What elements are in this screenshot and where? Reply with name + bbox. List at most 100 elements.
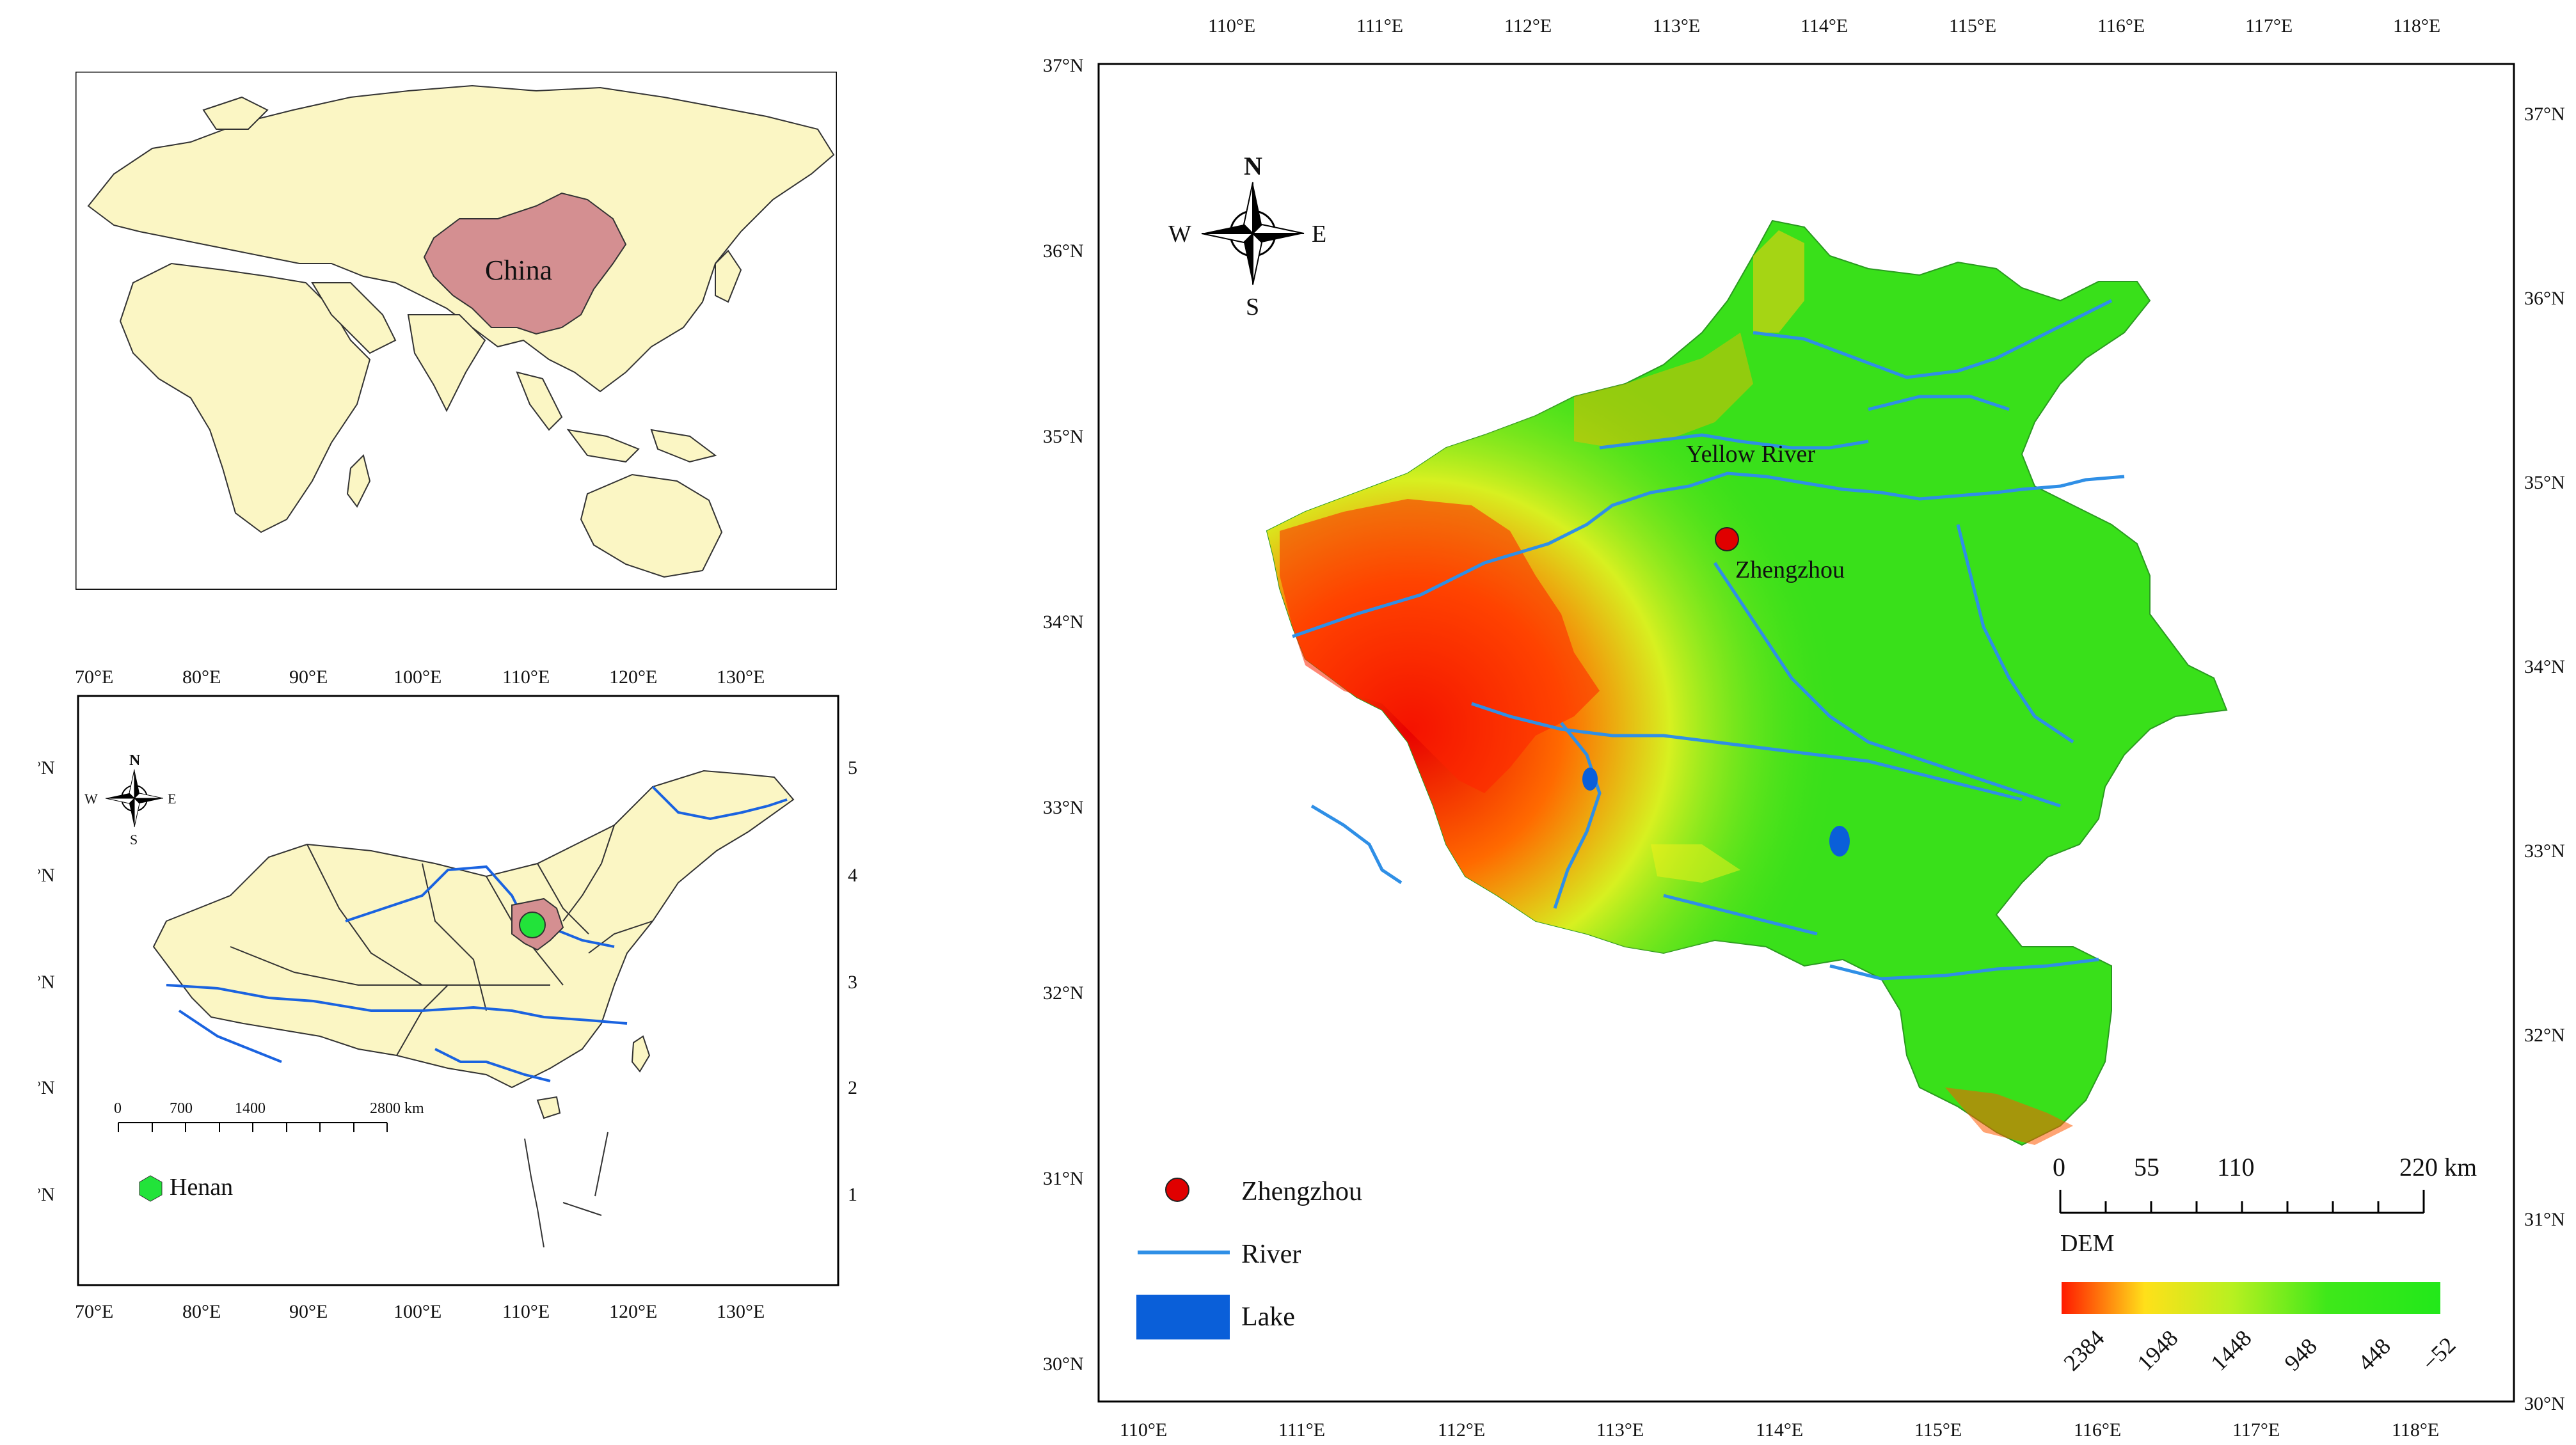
compass-s: S xyxy=(1246,294,1259,320)
lon-label: 110°E xyxy=(1208,15,1255,36)
lon-label: 110°E xyxy=(502,667,550,688)
lat-label: 10°N xyxy=(38,1184,55,1205)
compass-w: W xyxy=(1168,221,1191,248)
lat-label: 35°N xyxy=(1043,426,1084,447)
henan-marker xyxy=(519,912,546,938)
lat-label: 36°N xyxy=(1043,241,1084,262)
legend-zhengzhou: Zhengzhou xyxy=(1241,1177,1362,1206)
lon-label: 110°E xyxy=(1120,1419,1167,1441)
lat-label: 30°N xyxy=(848,972,857,993)
lat-label: 32°N xyxy=(1043,983,1084,1004)
lon-label: 112°E xyxy=(1438,1419,1485,1441)
lon-label: 130°E xyxy=(717,1301,765,1322)
lon-label: 70°E xyxy=(75,1301,113,1322)
lon-label: 116°E xyxy=(2097,15,2145,36)
zhengzhou-label: Zhengzhou xyxy=(1735,557,1845,583)
china-right-lat-labels: 50°N xyxy=(848,757,857,778)
lat-label: 37°N xyxy=(2524,104,2565,125)
lat-label: 40°N xyxy=(38,865,55,886)
lat-label: 30°N xyxy=(38,972,55,993)
henan-right-lat-labels: 37°N 36°N 35°N 34°N 33°N 32°N 31°N 30°N xyxy=(2524,104,2565,1414)
lon-label: 112°E xyxy=(1504,15,1552,36)
lake-shape xyxy=(1582,768,1598,791)
scale-label: 0 xyxy=(2053,1153,2065,1181)
scale-label: 1400 xyxy=(235,1100,266,1117)
lat-label: 20°N xyxy=(38,1077,55,1098)
lon-label: 114°E xyxy=(1756,1419,1803,1441)
dem-colorbar xyxy=(2062,1282,2440,1314)
hainan-island xyxy=(536,1096,561,1119)
lat-label: 30°N xyxy=(1043,1354,1084,1375)
compass-e: E xyxy=(1312,221,1326,248)
lon-label: 117°E xyxy=(2245,15,2293,36)
china-compass: N S E W xyxy=(84,752,176,848)
compass-w: W xyxy=(84,791,98,807)
lat-label: 50°N xyxy=(848,757,857,778)
china-label: China xyxy=(485,255,552,286)
lon-label: 114°E xyxy=(1801,15,1848,36)
legend-river: River xyxy=(1241,1240,1301,1269)
lon-label: 113°E xyxy=(1596,1419,1644,1441)
henan-top-lon-labels: 110°E 111°E 112°E 113°E 114°E 115°E 116°… xyxy=(1208,15,2440,36)
legend-lake-swatch xyxy=(1136,1295,1230,1339)
scale-label: 2800 km xyxy=(370,1100,424,1117)
henan-bottom-lon-labels: 110°E 111°E 112°E 113°E 114°E 115°E 116°… xyxy=(1120,1419,2439,1441)
scale-label: 700 xyxy=(170,1100,193,1117)
lon-label: 130°E xyxy=(717,667,765,688)
south-sea-islands xyxy=(524,1132,608,1248)
lat-label: 35°N xyxy=(2524,472,2565,493)
lon-label: 120°E xyxy=(609,1301,657,1322)
lon-label: 111°E xyxy=(1278,1419,1325,1441)
lat-label: 33°N xyxy=(1043,797,1084,818)
lat-label: 20°N xyxy=(848,1077,857,1098)
henan-scalebar: 0 55 110 220 km xyxy=(2053,1153,2477,1214)
henan-lakes xyxy=(1582,768,1850,857)
lat-label: 30°N xyxy=(2524,1393,2565,1414)
lat-label: 37°N xyxy=(1043,55,1084,76)
lat-label: 50°N xyxy=(38,757,55,778)
china-top-lon-labels: 70°E 80°E 90°E 100°E 110°E 120°E 130°E xyxy=(75,667,765,688)
china-legend: Henan xyxy=(139,1174,233,1202)
yellow-river-label: Yellow River xyxy=(1686,441,1815,468)
henan-dem-map: 110°E 111°E 112°E 113°E 114°E 115°E 116°… xyxy=(1043,15,2565,1441)
china-highlight xyxy=(423,192,627,335)
scale-label: 220 km xyxy=(2399,1153,2477,1181)
lat-label: 36°N xyxy=(2524,288,2565,309)
henan-rivers xyxy=(1292,299,2125,981)
lon-label: 111°E xyxy=(1356,15,1403,36)
china-left-lat-labels: 50°N 40°N 30°N 20°N 10°N xyxy=(38,757,55,1205)
china-right-lat-labels-extra: 40°N 30°N 20°N 10°N xyxy=(848,865,857,1205)
lat-label: 40°N xyxy=(848,865,857,886)
lon-label: 80°E xyxy=(182,1301,221,1322)
legend-lake: Lake xyxy=(1241,1302,1295,1332)
lon-label: 115°E xyxy=(1949,15,1996,36)
china-map: 70°E 80°E 90°E 100°E 110°E 120°E 130°E 7… xyxy=(38,667,857,1322)
compass-s: S xyxy=(130,832,138,848)
china-scalebar: 0 700 1400 2800 km xyxy=(114,1100,424,1132)
scale-label: 55 xyxy=(2134,1153,2159,1181)
lon-label: 120°E xyxy=(609,667,657,688)
compass-n: N xyxy=(129,752,141,769)
henan-compass: N S E W xyxy=(1168,152,1326,320)
zhengzhou-marker xyxy=(1715,527,1739,551)
taiwan-island xyxy=(631,1035,651,1073)
compass-e: E xyxy=(168,791,176,807)
lon-label: 100°E xyxy=(394,667,441,688)
lon-label: 80°E xyxy=(182,667,221,688)
lon-label: 116°E xyxy=(2074,1419,2121,1441)
lon-label: 118°E xyxy=(2392,1419,2439,1441)
henan-left-lat-labels: 37°N 36°N 35°N 34°N 33°N 32°N 31°N 30°N xyxy=(1043,55,1084,1375)
dem-title: DEM xyxy=(2060,1230,2114,1257)
lat-label: 32°N xyxy=(2524,1025,2565,1046)
lat-label: 34°N xyxy=(2524,656,2565,677)
lon-label: 118°E xyxy=(2393,15,2440,36)
china-rivers xyxy=(166,786,788,1082)
lon-label: 90°E xyxy=(289,667,328,688)
china-bottom-lon-labels: 70°E 80°E 90°E 100°E 110°E 120°E 130°E xyxy=(75,1301,765,1322)
china-outline xyxy=(152,770,795,1089)
lat-label: 33°N xyxy=(2524,841,2565,862)
lon-label: 115°E xyxy=(1914,1419,1962,1441)
scale-label: 110 xyxy=(2217,1153,2255,1181)
lake-shape xyxy=(1829,826,1850,857)
scale-label: 0 xyxy=(114,1100,122,1117)
